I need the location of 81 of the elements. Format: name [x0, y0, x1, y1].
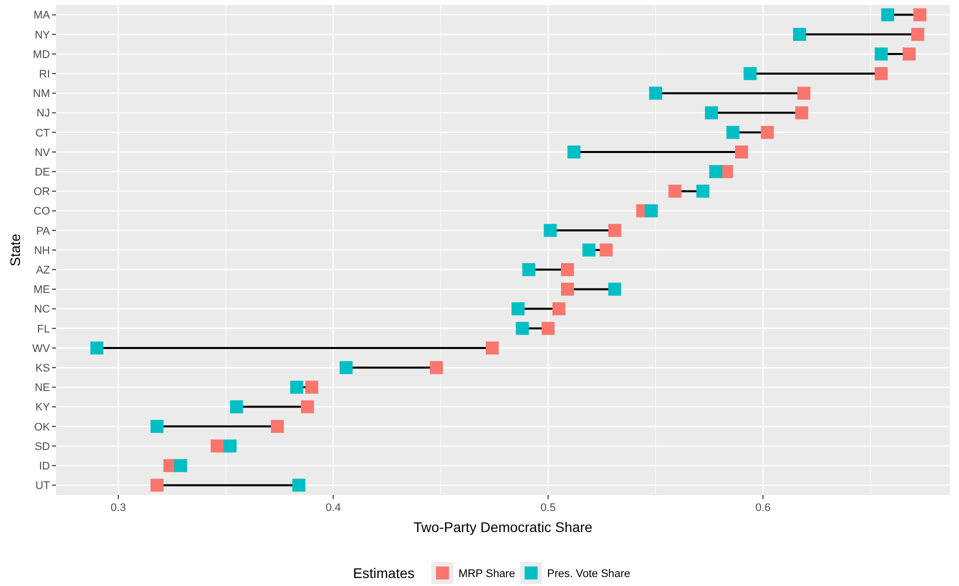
point [560, 282, 574, 296]
x-tick-label: 0.6 [755, 502, 771, 514]
point [649, 86, 662, 100]
y-tick-label: NM [32, 88, 50, 100]
y-tick-label: AZ [36, 264, 50, 276]
x-tick-label: 0.4 [326, 502, 341, 514]
point [668, 184, 682, 198]
point [430, 361, 443, 374]
point [300, 400, 314, 414]
y-tick-label: CO [34, 206, 50, 218]
point [290, 380, 304, 394]
point [874, 48, 888, 60]
y-tick-label: KS [35, 362, 50, 374]
y-tick-label: NH [34, 244, 50, 257]
y-tick-label: NE [34, 382, 50, 394]
point [174, 459, 188, 472]
point [560, 263, 574, 276]
point [516, 322, 529, 335]
point [486, 342, 499, 354]
point [735, 146, 748, 158]
point [797, 86, 810, 100]
y-tick-label: DE [34, 166, 50, 178]
point [600, 244, 613, 256]
y-tick-label: MA [34, 10, 51, 22]
point [582, 244, 596, 256]
y-tick-label: ME [34, 284, 50, 296]
point [902, 48, 916, 60]
point [150, 420, 164, 433]
y-tick-label: MD [32, 48, 50, 61]
point [704, 106, 718, 120]
y-tick-label: RI [39, 68, 50, 80]
point [340, 361, 353, 374]
y-axis-title: State [7, 233, 23, 266]
point [760, 126, 774, 139]
point [512, 302, 525, 316]
point [150, 478, 164, 492]
y-tick-label: NY [34, 29, 51, 42]
point [230, 400, 244, 414]
y-tick-label: NC [34, 304, 50, 316]
point [608, 224, 622, 237]
y-tick-label: NJ [36, 108, 50, 120]
point [552, 302, 566, 316]
point [726, 126, 740, 139]
legend-label: MRP Share [458, 568, 516, 580]
point [795, 106, 808, 120]
point [881, 8, 894, 22]
y-tick-label: SD [34, 440, 50, 453]
legend-label: Pres. Vote Share [547, 568, 630, 580]
y-tick-label: WV [32, 342, 51, 355]
point [744, 67, 757, 80]
point [709, 165, 722, 178]
y-tick-label: PA [36, 225, 51, 238]
point [292, 478, 306, 492]
y-tick-label: NV [34, 146, 51, 159]
point [913, 8, 926, 22]
legend-title: Estimates [353, 564, 415, 581]
point [911, 28, 924, 41]
point [608, 282, 622, 296]
y-tick-label: OK [34, 421, 51, 434]
point [644, 204, 658, 218]
point [270, 420, 284, 433]
x-tick-label: 0.5 [540, 502, 556, 514]
point [567, 146, 580, 158]
point [522, 263, 536, 276]
y-tick-label: OR [34, 186, 50, 198]
point [305, 380, 318, 394]
y-tick-label: KY [35, 402, 51, 414]
point [696, 184, 710, 198]
point [90, 342, 104, 354]
x-tick-label: 0.3 [110, 502, 126, 514]
point [544, 224, 557, 237]
x-axis-title: Two-Party Democratic Share [414, 519, 593, 535]
y-tick-label: ID [39, 460, 50, 472]
point [542, 322, 555, 335]
point [874, 67, 888, 80]
y-tick-label: FL [37, 323, 50, 336]
point [793, 28, 806, 41]
y-tick-label: CT [35, 127, 50, 140]
y-tick-label: UT [35, 480, 50, 492]
point [210, 440, 224, 452]
point [224, 440, 237, 452]
